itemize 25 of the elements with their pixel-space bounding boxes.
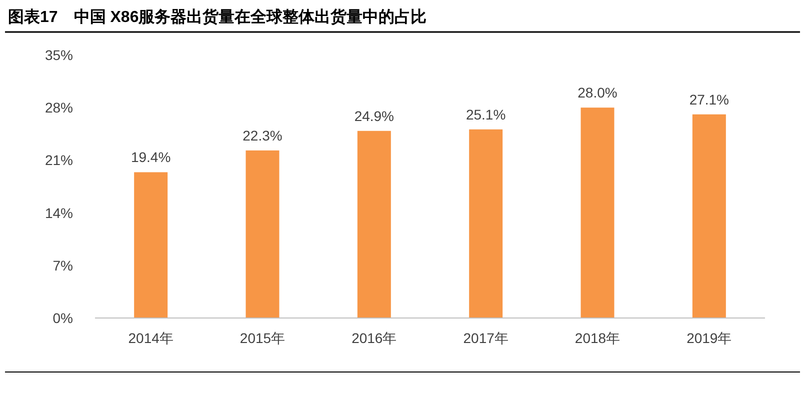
data-label: 27.1% [689,91,730,108]
y-tick-label: 35% [44,47,73,63]
bar [357,130,391,318]
chart-title: 图表17 中国 X86服务器出货量在全球整体出货量中的占比 [8,8,427,26]
x-tick-label: 2014年 [128,330,174,346]
y-tick-label: 28% [44,100,73,116]
x-tick-label: 2016年 [352,330,397,346]
data-label: 22.3% [242,127,282,144]
data-label: 25.1% [466,106,506,122]
y-tick-label: 0% [52,310,73,326]
x-tick-label: 2018年 [574,330,620,346]
y-tick-label: 7% [52,257,73,274]
x-tick-label: 2015年 [240,330,286,346]
bar [246,150,280,318]
bar [134,172,168,318]
bar [580,108,614,318]
bar [692,114,726,318]
x-tick-label: 2017年 [463,330,508,346]
x-tick-label: 2019年 [686,330,732,346]
data-label: 24.9% [354,108,394,124]
data-label: 28.0% [578,84,618,101]
data-label: 19.4% [130,149,171,166]
y-tick-label: 14% [44,204,73,221]
bar [469,129,503,318]
y-tick-label: 21% [44,152,73,168]
